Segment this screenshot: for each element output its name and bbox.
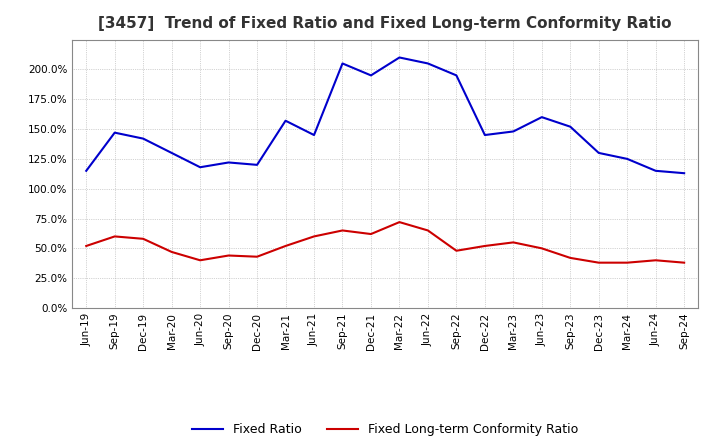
Fixed Long-term Conformity Ratio [366, 231, 375, 237]
Fixed Ratio [110, 130, 119, 135]
Fixed Long-term Conformity Ratio [595, 260, 603, 265]
Fixed Long-term Conformity Ratio [680, 260, 688, 265]
Fixed Ratio [537, 114, 546, 120]
Fixed Ratio [310, 132, 318, 138]
Fixed Long-term Conformity Ratio [110, 234, 119, 239]
Fixed Long-term Conformity Ratio [139, 236, 148, 242]
Fixed Long-term Conformity Ratio [282, 243, 290, 249]
Legend: Fixed Ratio, Fixed Long-term Conformity Ratio: Fixed Ratio, Fixed Long-term Conformity … [187, 418, 583, 440]
Fixed Long-term Conformity Ratio [310, 234, 318, 239]
Fixed Ratio [139, 136, 148, 141]
Fixed Ratio [253, 162, 261, 168]
Fixed Ratio [338, 61, 347, 66]
Title: [3457]  Trend of Fixed Ratio and Fixed Long-term Conformity Ratio: [3457] Trend of Fixed Ratio and Fixed Lo… [99, 16, 672, 32]
Fixed Long-term Conformity Ratio [509, 240, 518, 245]
Fixed Ratio [652, 168, 660, 173]
Fixed Ratio [452, 73, 461, 78]
Fixed Long-term Conformity Ratio [253, 254, 261, 259]
Fixed Ratio [282, 118, 290, 123]
Fixed Ratio [225, 160, 233, 165]
Fixed Long-term Conformity Ratio [623, 260, 631, 265]
Fixed Long-term Conformity Ratio [82, 243, 91, 249]
Fixed Long-term Conformity Ratio [537, 246, 546, 251]
Fixed Ratio [509, 129, 518, 134]
Fixed Long-term Conformity Ratio [338, 228, 347, 233]
Line: Fixed Ratio: Fixed Ratio [86, 58, 684, 173]
Fixed Ratio [366, 73, 375, 78]
Line: Fixed Long-term Conformity Ratio: Fixed Long-term Conformity Ratio [86, 222, 684, 263]
Fixed Long-term Conformity Ratio [652, 258, 660, 263]
Fixed Ratio [595, 150, 603, 156]
Fixed Ratio [480, 132, 489, 138]
Fixed Long-term Conformity Ratio [395, 220, 404, 225]
Fixed Ratio [566, 124, 575, 129]
Fixed Ratio [623, 156, 631, 161]
Fixed Long-term Conformity Ratio [225, 253, 233, 258]
Fixed Long-term Conformity Ratio [480, 243, 489, 249]
Fixed Ratio [196, 165, 204, 170]
Fixed Ratio [167, 150, 176, 156]
Fixed Long-term Conformity Ratio [566, 255, 575, 260]
Fixed Long-term Conformity Ratio [167, 249, 176, 255]
Fixed Long-term Conformity Ratio [452, 248, 461, 253]
Fixed Ratio [680, 171, 688, 176]
Fixed Long-term Conformity Ratio [423, 228, 432, 233]
Fixed Ratio [82, 168, 91, 173]
Fixed Long-term Conformity Ratio [196, 258, 204, 263]
Fixed Ratio [423, 61, 432, 66]
Fixed Ratio [395, 55, 404, 60]
